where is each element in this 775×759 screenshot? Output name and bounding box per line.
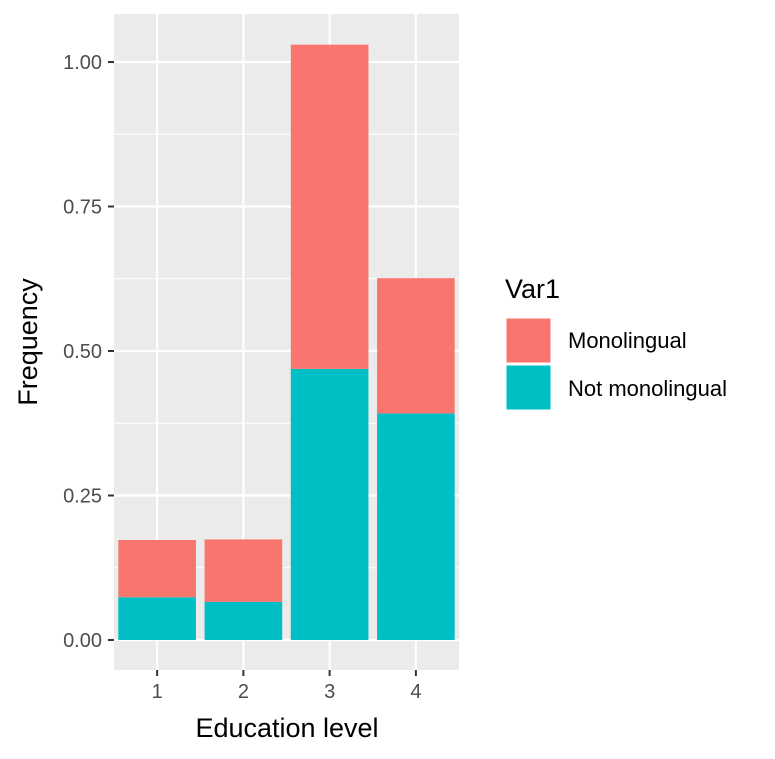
x-tick-label: 2 [238, 681, 249, 703]
x-tick-label: 1 [152, 681, 163, 703]
bar-monolingual [204, 539, 283, 602]
legend: Var1 Monolingual Not monolingual [505, 274, 727, 411]
legend-title: Var1 [505, 274, 560, 304]
bar-not-monolingual [377, 413, 455, 640]
y-tick-label: 0.75 [63, 197, 102, 219]
bar-monolingual [118, 540, 196, 598]
bar-not-monolingual [118, 597, 196, 640]
y-axis: 0.00 0.25 0.50 0.75 1.00 [63, 52, 114, 652]
bars [118, 44, 455, 640]
y-tick-label: 0.25 [63, 486, 102, 508]
bar-not-monolingual [290, 368, 369, 640]
x-tick-label: 4 [410, 681, 421, 703]
legend-label-monolingual: Monolingual [568, 328, 687, 353]
legend-key-not-monolingual [505, 364, 552, 411]
legend-key-monolingual [505, 317, 552, 364]
x-tick-label: 3 [324, 681, 335, 703]
bar-not-monolingual [204, 601, 283, 640]
x-axis-title: Education level [195, 713, 378, 743]
y-axis-title: Frequency [13, 278, 43, 406]
y-tick-label: 0.50 [63, 341, 102, 363]
x-axis: 1 2 3 4 [152, 670, 421, 703]
bar-monolingual [377, 278, 455, 414]
legend-label-not-monolingual: Not monolingual [568, 376, 727, 401]
bar-monolingual [290, 44, 369, 369]
y-tick-label: 0.00 [63, 630, 102, 652]
y-tick-label: 1.00 [63, 52, 102, 74]
